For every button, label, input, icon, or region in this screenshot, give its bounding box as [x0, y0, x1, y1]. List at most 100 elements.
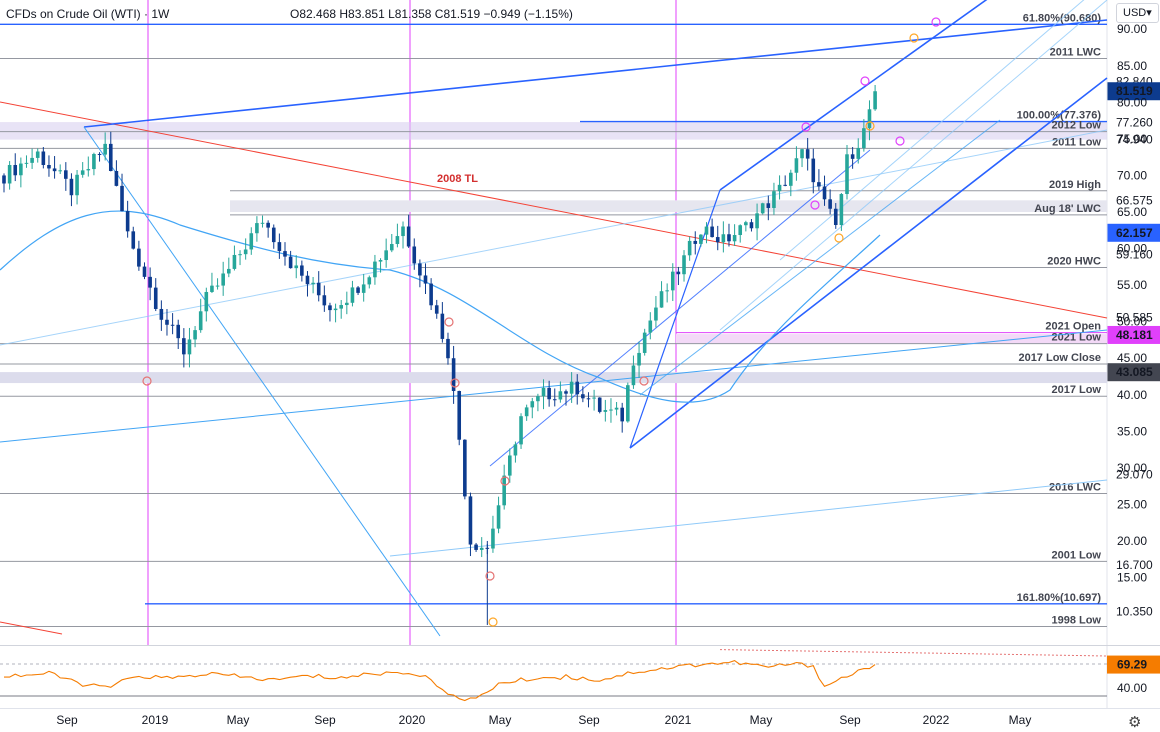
candle-body	[805, 149, 810, 159]
candle-body	[345, 302, 349, 306]
candle-body	[440, 313, 445, 339]
candle-body	[811, 158, 816, 183]
price-tag-bg	[1108, 113, 1160, 131]
pivot-marker	[801, 122, 811, 132]
candle-body	[446, 338, 450, 359]
pivot-marker	[444, 317, 454, 327]
candle-body	[47, 164, 51, 169]
median-a	[489, 149, 871, 467]
candle-body	[243, 249, 248, 255]
x-tick-label: May	[227, 713, 250, 727]
price-tag: 43.085	[1116, 365, 1153, 379]
candle-body	[384, 250, 388, 261]
level-label: 2017 Low	[1051, 384, 1101, 396]
candle-body	[86, 169, 91, 171]
candle-body	[777, 184, 782, 192]
candle-body	[401, 226, 405, 237]
candle-body	[221, 273, 225, 286]
long-support	[0, 329, 1108, 443]
candle-body	[496, 505, 501, 529]
price-y-tick: 85.00	[1117, 59, 1147, 73]
candle-body	[367, 277, 372, 285]
candle-body	[850, 154, 855, 159]
candle-body	[423, 275, 428, 284]
candle-body	[519, 416, 523, 445]
price-tag: 50.585	[1116, 310, 1153, 324]
candle-body	[789, 172, 793, 186]
candle-body	[474, 544, 478, 550]
gear-icon[interactable]: ⚙	[1128, 714, 1142, 731]
price-y-tick: 60.00	[1117, 242, 1147, 256]
candle-body	[378, 260, 383, 262]
price-tag: 16.700	[1116, 558, 1153, 572]
currency-button[interactable]: USD▾	[1116, 3, 1159, 23]
price-tag: 81.519	[1116, 84, 1153, 98]
candle-body	[822, 186, 827, 200]
candle-body	[856, 148, 861, 159]
price-tag-bg	[1107, 325, 1160, 344]
candle-body	[586, 398, 591, 400]
candle-body	[333, 308, 338, 311]
price-tag-bg	[1108, 556, 1160, 574]
candle-body	[412, 246, 417, 264]
candle-body	[406, 226, 411, 247]
candle-body	[772, 191, 776, 208]
pivot-marker	[909, 33, 919, 43]
candle-body	[328, 305, 332, 311]
level-label: 161.80%(10.697)	[1017, 592, 1102, 604]
candle-body	[294, 265, 299, 269]
candle-body	[418, 263, 422, 276]
candle-body	[238, 254, 242, 256]
candle-body	[80, 170, 85, 175]
candle-body	[530, 401, 535, 408]
candle-body	[165, 319, 169, 325]
candle-body	[457, 390, 462, 440]
candle-body	[64, 170, 68, 179]
candle-body	[153, 287, 158, 309]
pivot-marker	[639, 376, 649, 386]
price-tag: 29.070	[1116, 468, 1153, 482]
price-y-tick: 40.00	[1117, 388, 1147, 402]
trendline-2008	[0, 101, 1108, 319]
zone-2011-2012	[0, 122, 1107, 140]
candle-body	[766, 203, 771, 208]
candle-body	[749, 222, 754, 229]
candle-body	[395, 236, 400, 245]
candle-body	[687, 240, 692, 256]
candle-body	[609, 409, 613, 411]
pivot-marker	[142, 376, 152, 386]
candle-body	[614, 407, 619, 410]
price-y-tick: 65.00	[1117, 205, 1147, 219]
candle-body	[833, 208, 838, 225]
rsi-value-tag-bg	[1107, 655, 1160, 674]
candle-body	[69, 178, 74, 196]
candle-body	[187, 339, 192, 355]
candle-body	[463, 439, 467, 497]
candle-body	[508, 455, 512, 476]
x-tick-label: Sep	[839, 713, 861, 727]
candle-body	[575, 381, 580, 395]
price-y-tick: 35.00	[1117, 424, 1147, 438]
candle-body	[727, 234, 731, 242]
candle-body	[75, 174, 79, 196]
candle-body	[19, 163, 23, 176]
zone-2019-high	[230, 200, 1107, 212]
trendline-red-lower	[0, 621, 63, 635]
price-tag-bg	[1108, 466, 1160, 484]
pivot-marker	[931, 17, 941, 27]
fan-upper	[0, 129, 1108, 346]
fan-lower	[389, 479, 1108, 557]
candle-body	[755, 213, 759, 229]
candle-body	[204, 291, 209, 312]
candle-body	[569, 381, 574, 394]
candle-body	[137, 248, 141, 267]
rsi-line	[4, 659, 876, 702]
price-y-tick: 45.00	[1117, 351, 1147, 365]
candle-body	[288, 256, 293, 269]
level-label: 2019 High	[1049, 179, 1101, 191]
candle-body	[693, 240, 698, 244]
candle-body	[845, 154, 849, 195]
candle-body	[828, 199, 832, 209]
price-y-tick: 20.00	[1117, 534, 1147, 548]
